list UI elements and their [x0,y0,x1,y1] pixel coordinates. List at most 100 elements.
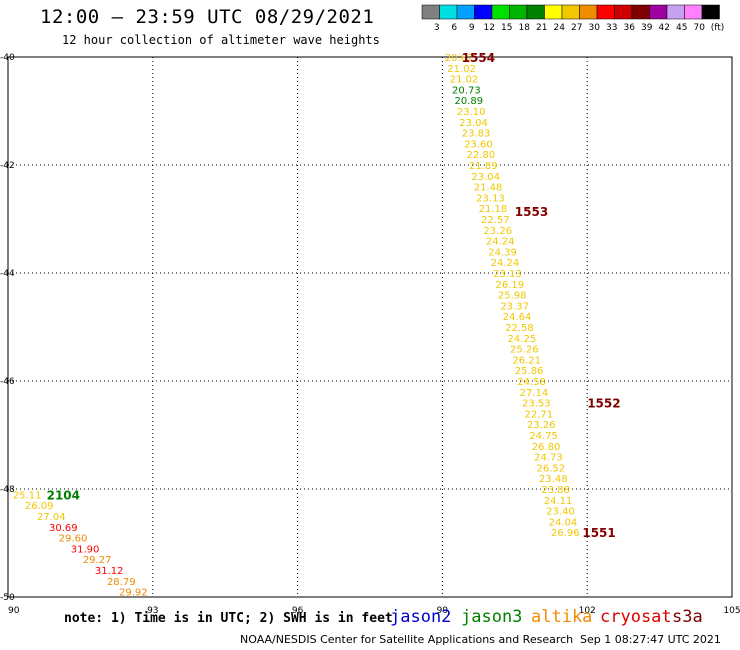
wave-height-label: 24.73 [534,453,563,464]
wave-height-label: 27.04 [37,512,66,523]
wave-height-label: 25.11 [13,490,42,501]
wave-height-label: 20.73 [452,85,481,96]
wave-height-label: 21.02 [450,75,479,86]
colorbar-swatch [526,4,545,20]
wave-height-label: 23.37 [500,301,529,312]
wave-height-label: 26.96 [551,528,580,539]
colorbar-swatch [579,4,598,20]
colorbar-swatch [596,4,615,20]
colorbar-tick-label: 42 [659,23,670,33]
wave-height-label: 24.39 [488,247,517,258]
plot-frame [7,56,733,598]
colorbar-swatch [474,4,493,20]
colorbar-swatch [649,4,668,20]
colorbar-tick-label: 15 [501,23,512,33]
colorbar-swatch [561,4,580,20]
wave-height-label: 26.09 [25,501,54,512]
wave-height-label: 23.26 [527,420,556,431]
wave-height-label: 21.89 [469,161,498,172]
satellite-legend-item: s3a [672,607,703,627]
colorbar-tick-label: 33 [606,23,617,33]
colorbar-swatch [544,4,563,20]
wave-height-label: 22.71 [524,409,553,420]
colorbar-swatch [509,4,528,20]
colorbar-tick-label: 18 [519,23,531,33]
pass-time-label: 2104 [47,488,80,502]
wave-height-label: 24.25 [508,334,537,345]
colorbar-unit-label: (ft) [711,23,725,33]
colorbar-swatch [631,4,650,20]
pass-time-label: 1553 [515,205,548,219]
colorbar-swatch [439,4,458,20]
wave-height-label: 23.13 [493,269,522,280]
satellite-legend-item: cryosat [600,607,672,627]
wave-height-label: 24.24 [491,258,520,269]
colorbar-swatch [614,4,633,20]
wave-height-label: 23.26 [483,226,512,237]
wave-height-label: 21.18 [479,204,508,215]
x-tick-label: 102 [579,606,596,616]
wave-height-label: 23.13 [476,193,505,204]
y-tick-label: -46 [0,377,15,387]
wave-height-label: 28.79 [107,577,136,588]
wave-height-label: 22.57 [481,215,510,226]
wave-height-label: 23.53 [522,399,551,410]
y-tick-label: -50 [0,593,15,603]
colorbar-tick-label: 24 [554,23,566,33]
pass-time-label: 1552 [587,397,620,411]
wave-height-label: 25.26 [510,345,539,356]
y-tick-label: -42 [0,161,15,171]
wave-height-label: 23.48 [539,474,568,485]
wave-height-label: 27.14 [520,388,549,399]
chart-subtitle: 12 hour collection of altimeter wave hei… [62,33,380,47]
colorbar-tick-label: 45 [676,23,687,33]
wave-height-label: 31.90 [71,544,100,555]
wave-height-label: 23.10 [457,107,486,118]
colorbar-tick-label: 6 [451,23,457,33]
wave-height-label: 24.04 [549,517,578,528]
credit-text: NOAA/NESDIS Center for Satellite Applica… [240,633,574,646]
pass-time-label: 1554 [462,51,495,65]
pass-time-label: 1551 [582,526,615,540]
wave-height-label: 20.89 [454,96,483,107]
satellite-legend-item: jason2 [390,607,452,627]
wave-height-label: 26.19 [495,280,524,291]
wave-height-label: 23.60 [464,139,493,150]
colorbar-swatch [491,4,510,20]
colorbar-tick-label: 30 [589,23,601,33]
wave-height-label: 24.75 [529,431,558,442]
wave-height-label: 29.92 [119,588,148,599]
wave-height-label: 24.64 [503,312,532,323]
wave-height-label: 26.21 [512,355,541,366]
y-tick-label: -40 [0,53,15,63]
wave-height-label: 30.69 [49,523,78,534]
x-tick-label: 90 [8,606,20,616]
wave-height-label: 31.12 [95,566,124,577]
wave-height-label: 24.58 [517,377,546,388]
x-tick-label: 93 [147,606,158,616]
colorbar-tick-label: 70 [694,23,706,33]
wave-height-label: 21.48 [474,183,503,194]
satellite-legend-item: jason3 [461,607,523,627]
x-tick-label: 99 [437,606,449,616]
wave-height-label: 29.60 [59,534,88,545]
wave-height-label: 26.80 [532,442,561,453]
chart-title: 12:00 – 23:59 UTC 08/29/2021 [40,6,375,28]
colorbar-tick-label: 9 [469,23,475,33]
wave-height-label: 22.80 [467,150,496,161]
colorbar-tick-label: 12 [484,23,495,33]
y-tick-label: -48 [0,485,15,495]
wave-height-label: 24.11 [544,496,573,507]
wave-height-label: 23.40 [546,507,575,518]
wave-height-label: 29.27 [83,555,112,566]
colorbar-swatch [456,4,475,20]
wave-height-label: 22.58 [505,323,534,334]
wave-height-label: 21.02 [447,64,476,75]
wave-height-label: 25.86 [515,366,544,377]
wave-height-label: 23.88 [541,485,570,496]
colorbar-swatch [684,4,703,20]
colorbar-swatch [421,4,440,20]
footer-note: note: 1) Time is in UTC; 2) SWH is in fe… [64,611,393,626]
x-tick-label: 96 [292,606,304,616]
